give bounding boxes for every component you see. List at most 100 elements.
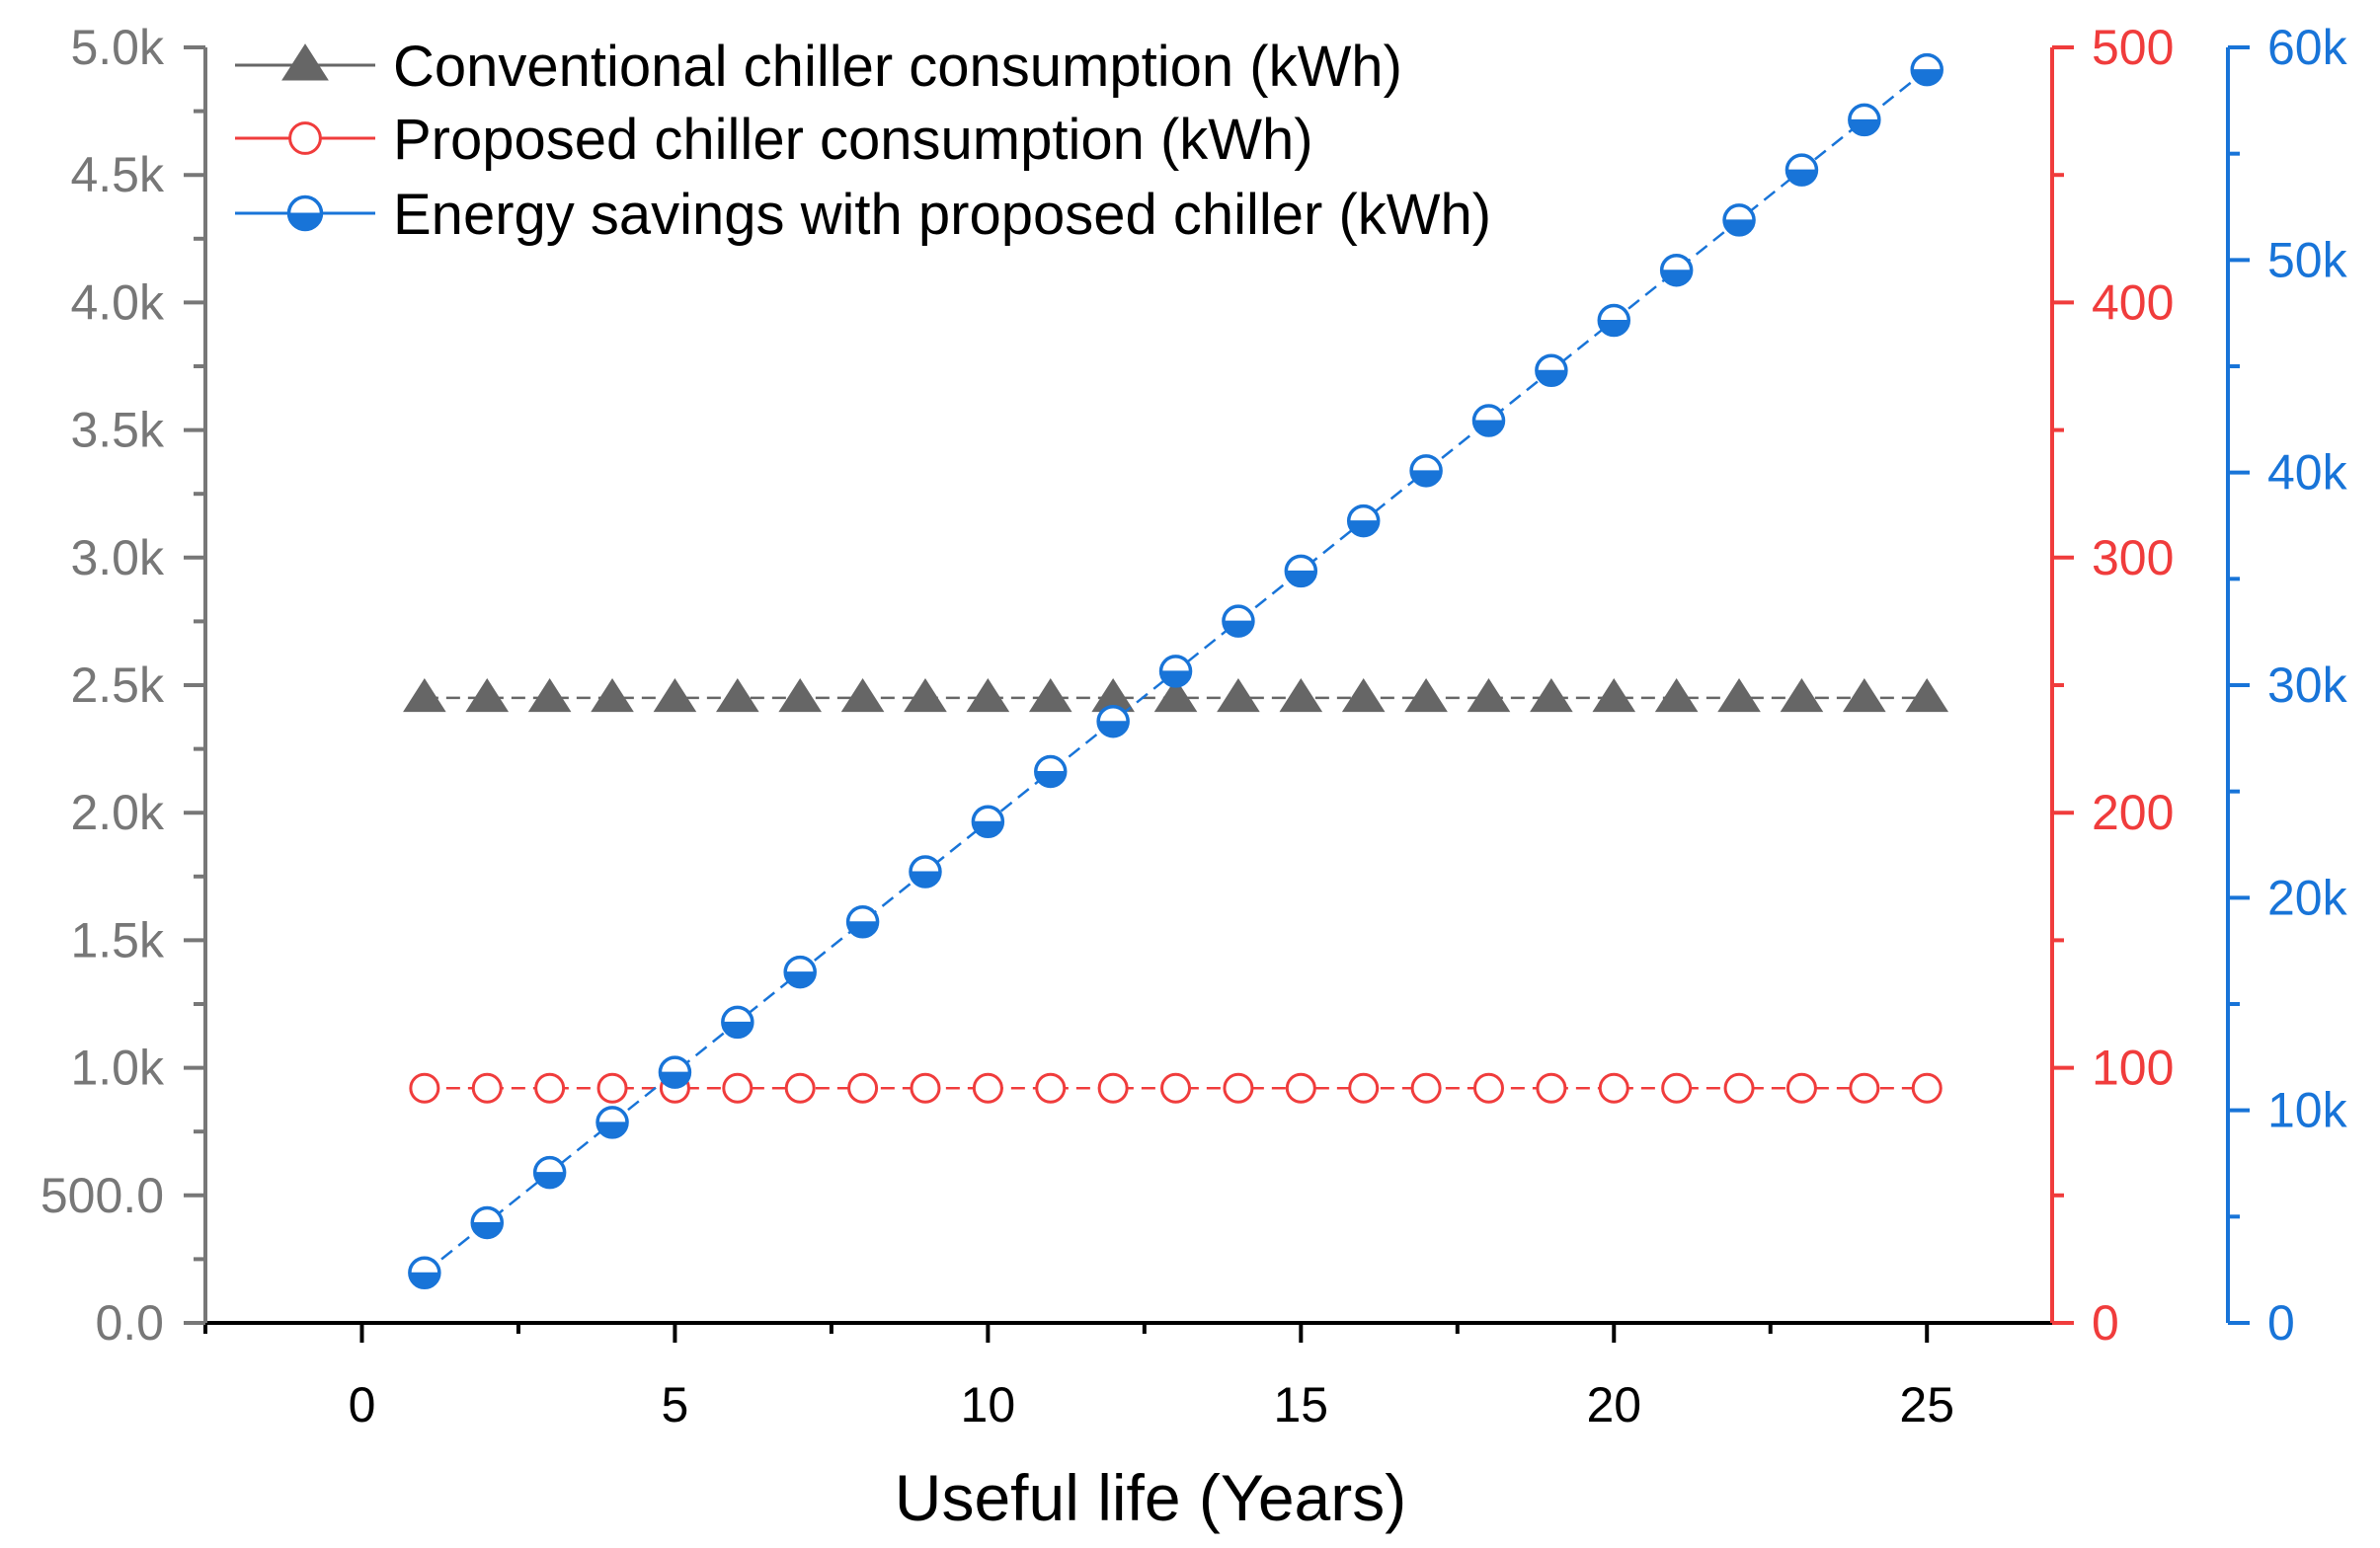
series-3-point (1597, 303, 1631, 338)
x-tick-label: 25 (1899, 1377, 1954, 1432)
right-y-axis-2-tick-label: 60k (2267, 20, 2348, 75)
series-1-point (840, 677, 885, 713)
legend-entry-1-label: Conventional chiller consumption (kWh) (393, 35, 1402, 99)
series-3-point (1785, 153, 1819, 187)
series-1-point (403, 677, 446, 713)
x-axis-title: Useful life (Years) (895, 1461, 1406, 1534)
series-3-point-fill (1598, 319, 1629, 336)
series-1-point (1530, 677, 1573, 713)
series-1-point (1467, 677, 1511, 713)
series-1-point (778, 677, 823, 713)
right-y-axis-2-tick-label: 40k (2267, 445, 2348, 501)
left-y-tick-label: 3.5k (70, 403, 165, 458)
right-y-axis-1-tick-label: 0 (2092, 1295, 2119, 1351)
series-3-point (1848, 103, 1881, 137)
left-y-tick-label: 2.5k (70, 658, 165, 713)
left-y-tick-label: 4.5k (70, 147, 165, 202)
series-1-point (1780, 677, 1824, 713)
x-tick-label: 15 (1274, 1377, 1329, 1432)
series-3-point (1659, 253, 1694, 287)
series-1-point (465, 677, 510, 713)
left-y-tick-label: 1.0k (70, 1041, 165, 1096)
x-tick-label: 5 (662, 1377, 689, 1432)
series-2-point (1285, 1072, 1316, 1104)
series-2-point (910, 1072, 941, 1104)
series-1-point (653, 677, 697, 713)
series-2-point (1472, 1072, 1504, 1104)
x-tick-label: 0 (349, 1377, 376, 1432)
right-y-axis-1-tick-label: 400 (2092, 274, 2174, 330)
legend-entry-3-marker (286, 194, 324, 232)
series-2-point (972, 1072, 1003, 1104)
series-3-point-fill (784, 971, 816, 987)
series-2-point (1785, 1072, 1817, 1104)
x-tick-label: 10 (961, 1377, 1016, 1432)
axes-layer: 0 5 10 15 20 25 0.0 500.0 1.0k 1.5k 2.0k 2.5k 3.0k 3.… (40, 20, 2348, 1432)
series-3-point (1722, 203, 1756, 237)
series-2-point (1223, 1072, 1254, 1104)
legend-entry-3-marker-fill (287, 212, 323, 230)
left-y-tick-label: 1.5k (70, 912, 165, 968)
series-3-point-fill (910, 871, 941, 888)
series-3-point-fill (1035, 770, 1067, 787)
series-3-point-fill (1285, 570, 1316, 586)
left-y-tick-label: 2.0k (70, 785, 165, 840)
series-2-point (1849, 1072, 1880, 1104)
series-3-point-fill (534, 1172, 566, 1189)
series-1-point (1717, 677, 1761, 713)
series-3-point (1284, 554, 1318, 588)
series-3-point-fill (1097, 721, 1129, 737)
series-2-point (1723, 1072, 1755, 1104)
series-2-point (471, 1072, 503, 1104)
series-3-point-fill (1723, 219, 1755, 236)
series-3-point (658, 1055, 692, 1089)
series-2-point (1661, 1072, 1693, 1104)
series-3-point (1222, 604, 1255, 638)
series-3-point-fill (409, 1272, 440, 1288)
series-1-point (1341, 677, 1386, 713)
series-1-point (1592, 677, 1636, 713)
series-3-point-fill (722, 1021, 754, 1038)
series-3-point (408, 1256, 441, 1289)
left-y-tick-label: 4.0k (70, 274, 165, 330)
series-3-point-fill (1160, 670, 1192, 687)
legend-entry-2-marker (288, 121, 322, 155)
series-2-point (1035, 1072, 1067, 1104)
series-2-point (722, 1072, 754, 1104)
left-y-tick-label: 500.0 (40, 1168, 164, 1223)
series-3-point (532, 1155, 567, 1190)
series-3-point-fill (1472, 420, 1504, 436)
series-1-point (1217, 677, 1260, 713)
series-3-point (971, 805, 1005, 838)
series-3-point (1096, 704, 1130, 738)
series-3-point (1409, 454, 1443, 488)
right-y-axis-2-tick-label: 50k (2267, 232, 2348, 287)
series-3 (408, 52, 1944, 1289)
series-1-point (1404, 677, 1448, 713)
series-layer (403, 52, 1949, 1289)
right-y-axis-2-tick-label: 10k (2267, 1083, 2348, 1138)
series-3-point (1535, 353, 1568, 388)
series-3-point-fill (659, 1071, 690, 1088)
legend-entry-1-marker (281, 43, 329, 81)
series-3-point-fill (972, 820, 1003, 837)
left-y-tick-label: 5.0k (70, 20, 165, 75)
series-3-point-fill (847, 921, 879, 938)
series-3-point-fill (471, 1221, 503, 1238)
legend: Conventional chiller consumption (kWh) Pr… (235, 35, 1491, 247)
series-3-point-fill (1911, 69, 1943, 86)
series-1-point (591, 677, 634, 713)
series-1-point (1654, 677, 1699, 713)
right-y-axis-1-tick-label: 100 (2092, 1041, 2174, 1096)
series-3-point-fill (1348, 520, 1380, 537)
series-3-point (1471, 404, 1506, 437)
series-3-point (1346, 503, 1381, 538)
series-3-point-fill (1410, 470, 1442, 487)
x-tick-label: 20 (1586, 1377, 1641, 1432)
series-3-point-fill (1849, 118, 1880, 135)
series-2-point (534, 1072, 566, 1104)
left-y-tick-label: 0.0 (95, 1295, 164, 1351)
legend-entry-2-label: Proposed chiller consumption (kWh) (393, 108, 1313, 172)
